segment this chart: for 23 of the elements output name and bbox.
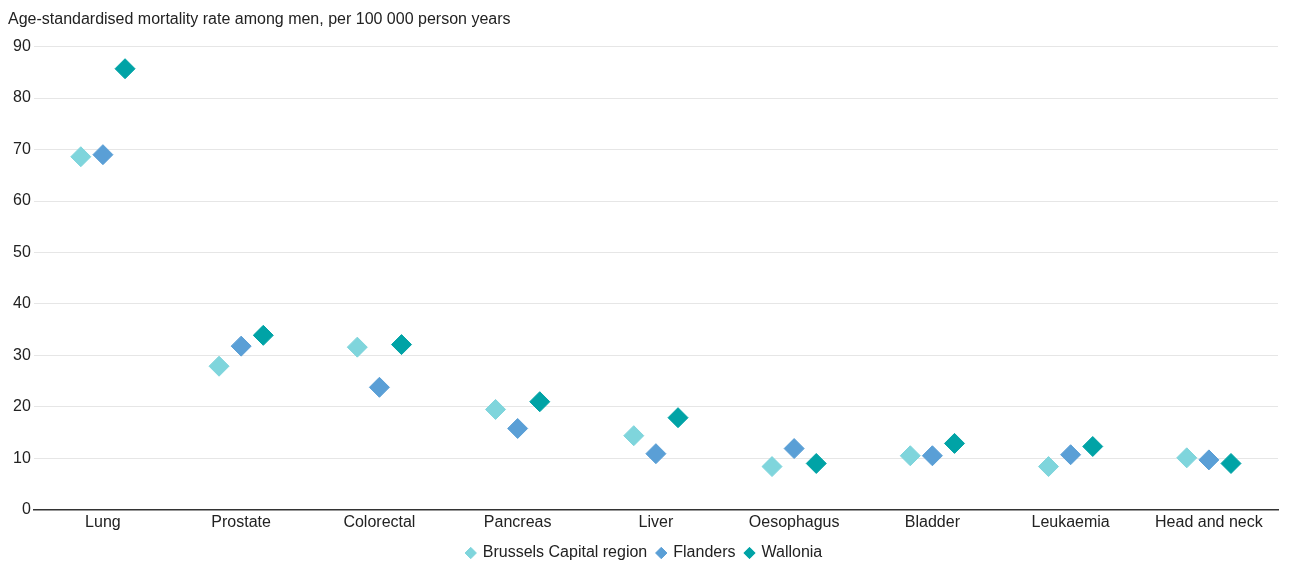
y-tick-label: 0: [21, 500, 31, 518]
x-tick-label: Leukaemia: [1031, 512, 1110, 530]
y-tick-label: 90: [13, 37, 31, 55]
x-tick-label: Bladder: [904, 512, 961, 530]
x-tick-label: Lung: [85, 512, 121, 530]
x-tick-label: Head and neck: [1155, 512, 1264, 530]
x-tick-label: Colorectal: [343, 512, 416, 530]
y-tick-label: 20: [13, 397, 31, 415]
x-tick-label: Liver: [638, 512, 674, 530]
legend-label: Brussels Capital region: [482, 543, 648, 561]
legend-label: Wallonia: [761, 543, 823, 561]
x-tick-label: Prostate: [211, 512, 272, 530]
y-tick-label: 10: [13, 448, 31, 466]
y-tick-label: 60: [13, 191, 31, 209]
legend-label: Flanders: [673, 543, 736, 561]
x-tick-label: Pancreas: [483, 512, 552, 530]
x-tick-label: Oesophagus: [748, 512, 840, 530]
y-tick-label: 40: [13, 294, 31, 312]
chart-title: Age-standardised mortality rate among men, per 100 000 person years: [8, 10, 511, 28]
y-tick-label: 30: [13, 345, 31, 363]
y-tick-label: 80: [13, 88, 31, 106]
y-tick-label: 70: [13, 139, 31, 157]
y-tick-label: 50: [13, 242, 31, 260]
